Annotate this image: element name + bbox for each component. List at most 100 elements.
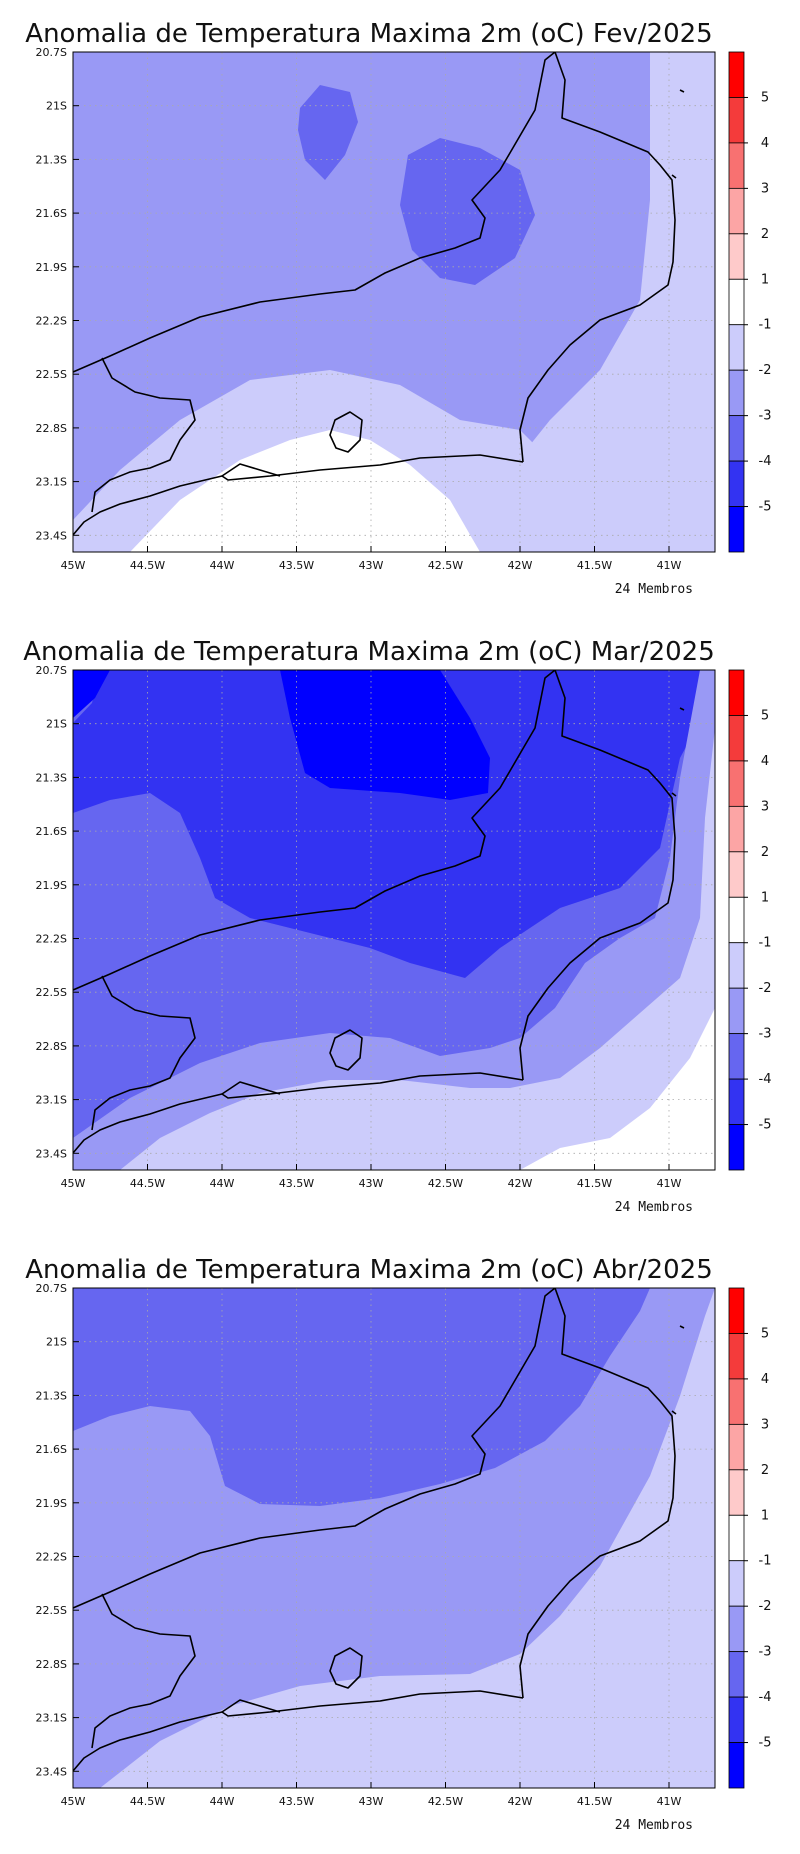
colorbar-swatch: [728, 1124, 745, 1171]
lat-tick-label: 23.1S: [36, 476, 67, 489]
lon-tick-label: 42W: [508, 1795, 533, 1808]
colorbar-label: -3: [759, 1027, 772, 1042]
colorbar-swatch: [728, 1378, 745, 1425]
map-panel-fev: Anomalia de Temperatura Maxima 2m (oC) F…: [0, 0, 800, 618]
colorbar-swatch: [728, 1469, 745, 1516]
colorbar-label: -4: [759, 454, 772, 469]
colorbar-label: -1: [759, 936, 772, 951]
colorbar-label: -2: [759, 981, 772, 996]
colorbar-label: 3: [761, 181, 769, 196]
lat-tick-label: 21.9S: [36, 261, 67, 274]
members-label: 24 Membros: [615, 1200, 693, 1215]
lon-tick-label: 43.5W: [279, 559, 314, 572]
colorbar-label: 3: [761, 799, 769, 814]
lon-tick-label: 44.5W: [130, 1177, 165, 1190]
anomaly-field: [73, 1288, 715, 1788]
colorbar-swatch: [728, 1696, 745, 1743]
lat-tick-label: 22.5S: [36, 986, 67, 999]
lon-tick-label: 42W: [508, 559, 533, 572]
lon-tick-label: 42.5W: [428, 1795, 463, 1808]
coastline: [73, 1288, 685, 1772]
colorbar-label: 5: [761, 708, 769, 723]
lon-tick-label: 43.5W: [279, 1795, 314, 1808]
colorbar-swatch: [728, 369, 745, 417]
lon-tick-label: 45W: [61, 1177, 86, 1190]
lon-tick-label: 42W: [508, 1177, 533, 1190]
lon-tick-label: 41.5W: [577, 1177, 612, 1190]
lat-tick-label: 20.7S: [36, 46, 67, 59]
lon-tick-label: 44W: [210, 559, 235, 572]
lon-tick-labels: 45W 44.5W 44W 43.5W 43W 42.5W 42W 41.5W 41W: [61, 1782, 682, 1808]
lat-tick-label: 21.6S: [36, 207, 67, 220]
colorbar-label: 2: [761, 845, 769, 860]
colorbar-label: -2: [759, 363, 772, 378]
colorbar-swatch: [728, 851, 745, 898]
colorbar: 5 4 3 2 1 -1 -2 -3 -4 -5: [728, 669, 772, 1171]
members-label: 24 Membros: [615, 1818, 693, 1833]
lat-tick-label: 23.4S: [36, 1147, 67, 1160]
lon-tick-label: 44.5W: [130, 1795, 165, 1808]
lat-tick-label: 21S: [46, 718, 67, 731]
lat-tick-label: 21S: [46, 1336, 67, 1349]
anomaly-field: [73, 52, 715, 552]
map-panel-mar: Anomalia de Temperatura Maxima 2m (oC) M…: [0, 618, 800, 1236]
lat-tick-labels: 20.7S 21S 21.3S 21.6S 21.9S 22.2S 22.5S 22.8S 23…: [36, 46, 79, 542]
colorbar-swatch: [728, 987, 745, 1035]
colorbar-label: 4: [761, 754, 769, 769]
colorbar-swatch: [728, 715, 745, 762]
lon-tick-label: 41.5W: [577, 559, 612, 572]
colorbar-label: 2: [761, 227, 769, 242]
colorbar-label: -1: [759, 1554, 772, 1569]
colorbar-label: -4: [759, 1690, 772, 1705]
lon-tick-label: 41W: [657, 1795, 682, 1808]
panel-title: Anomalia de Temperatura Maxima 2m (oC) M…: [23, 637, 715, 667]
colorbar-label: -2: [759, 1599, 772, 1614]
colorbar-swatch: [728, 805, 745, 853]
colorbar-label: 1: [761, 1508, 769, 1523]
lat-tick-label: 20.7S: [36, 1282, 67, 1295]
colorbar-swatch: [728, 669, 745, 716]
lat-tick-label: 21.3S: [36, 153, 67, 166]
colorbar-swatch: [728, 187, 745, 235]
colorbar: 5 4 3 2 1 -1 -2 -3 -4 -5: [728, 51, 772, 553]
colorbar-swatch: [728, 760, 745, 807]
colorbar-swatch: [728, 415, 745, 462]
colorbar-swatch: [728, 51, 745, 98]
colorbar-swatch: [728, 1033, 745, 1080]
lon-tick-label: 42.5W: [428, 559, 463, 572]
lat-tick-label: 21.3S: [36, 771, 67, 784]
anomaly-field: [73, 670, 715, 1170]
lat-tick-label: 22.8S: [36, 1040, 67, 1053]
colorbar-swatch: [728, 896, 745, 944]
lat-tick-label: 23.4S: [36, 1765, 67, 1778]
lat-tick-label: 21S: [46, 100, 67, 113]
lat-tick-label: 22.8S: [36, 1658, 67, 1671]
colorbar-swatch: [728, 1287, 745, 1334]
lat-tick-label: 20.7S: [36, 664, 67, 677]
lon-tick-labels: 45W 44.5W 44W 43.5W 43W 42.5W 42W 41.5W 41W: [61, 1164, 682, 1190]
lon-tick-label: 41W: [657, 559, 682, 572]
lon-tick-label: 42.5W: [428, 1177, 463, 1190]
colorbar-swatch: [728, 506, 745, 553]
colorbar-swatch: [728, 278, 745, 326]
colorbar-swatch: [728, 1742, 745, 1789]
lon-tick-label: 44.5W: [130, 559, 165, 572]
lat-tick-label: 22.2S: [36, 315, 67, 328]
lat-tick-label: 22.8S: [36, 422, 67, 435]
lon-tick-label: 43W: [359, 1795, 384, 1808]
lon-tick-label: 43.5W: [279, 1177, 314, 1190]
members-label: 24 Membros: [615, 582, 693, 597]
lon-tick-label: 43W: [359, 559, 384, 572]
colorbar-label: 5: [761, 1326, 769, 1341]
lon-tick-label: 45W: [61, 1795, 86, 1808]
colorbar-swatch: [728, 942, 745, 989]
coastline: [73, 52, 685, 536]
colorbar-swatch: [728, 460, 745, 507]
colorbar-label: -4: [759, 1072, 772, 1087]
lon-tick-label: 41W: [657, 1177, 682, 1190]
panel-title: Anomalia de Temperatura Maxima 2m (oC) F…: [25, 19, 712, 49]
colorbar-swatch: [728, 1333, 745, 1380]
colorbar-swatch: [728, 142, 745, 189]
colorbar-label: -5: [759, 1118, 772, 1133]
